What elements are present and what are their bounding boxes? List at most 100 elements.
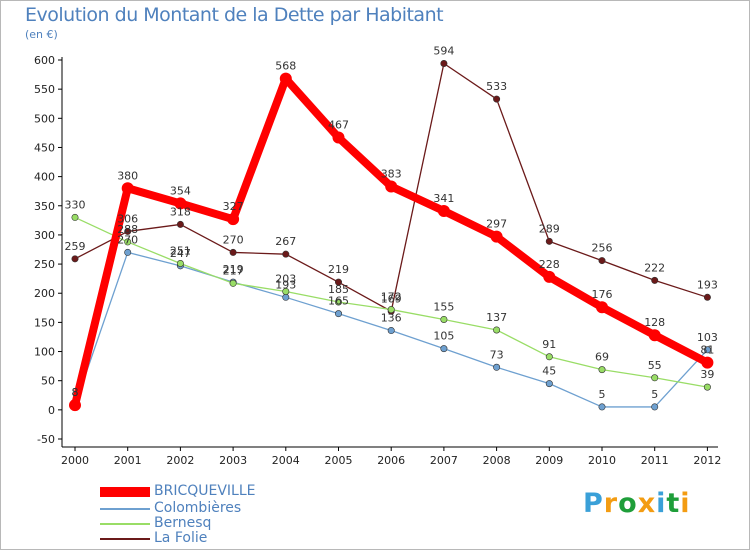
data-label-bernesq: 55 xyxy=(648,359,662,372)
data-point-la-folie xyxy=(177,221,183,227)
data-label-la-folie: 219 xyxy=(328,263,349,276)
data-point-bricqueville xyxy=(438,205,450,217)
data-label-bernesq: 251 xyxy=(170,244,191,257)
data-label-bricqueville: 8 xyxy=(72,386,79,399)
data-label-bricqueville: 81 xyxy=(700,344,714,357)
y-tick-label: 150 xyxy=(34,316,55,329)
data-label-colombieres: 45 xyxy=(542,365,556,378)
data-label-bricqueville: 341 xyxy=(433,192,454,205)
legend-swatch xyxy=(100,523,150,525)
data-label-bernesq: 203 xyxy=(275,272,296,285)
data-point-colombieres xyxy=(335,310,341,316)
data-point-bricqueville xyxy=(280,73,292,85)
legend-item-colombieres: Colombières xyxy=(100,501,241,516)
data-label-bernesq: 288 xyxy=(117,223,138,236)
data-point-colombieres xyxy=(283,294,289,300)
data-point-colombieres xyxy=(441,345,447,351)
y-tick-label: 600 xyxy=(34,54,55,67)
legend-swatch xyxy=(100,487,150,497)
data-point-bricqueville xyxy=(649,329,661,341)
series-line-bricqueville xyxy=(75,79,707,406)
data-point-colombieres xyxy=(125,249,131,255)
data-label-la-folie: 318 xyxy=(170,205,191,218)
logo-letter: r xyxy=(604,488,618,519)
x-tick-label: 2010 xyxy=(588,454,616,467)
data-label-bricqueville: 327 xyxy=(223,200,244,213)
data-point-colombieres xyxy=(652,404,658,410)
line-chart: -500501001502002503003504004505005506002… xyxy=(0,0,750,550)
data-label-colombieres: 136 xyxy=(381,312,402,325)
data-label-la-folie: 533 xyxy=(486,80,507,93)
data-point-bernesq xyxy=(72,214,78,220)
data-point-bernesq xyxy=(177,260,183,266)
data-label-la-folie: 193 xyxy=(697,278,718,291)
data-label-bricqueville: 380 xyxy=(117,169,138,182)
x-tick-label: 2006 xyxy=(377,454,405,467)
data-label-colombieres: 103 xyxy=(697,331,718,344)
data-label-bernesq: 91 xyxy=(542,338,556,351)
data-point-la-folie xyxy=(599,257,605,263)
data-label-bernesq: 155 xyxy=(433,300,454,313)
data-point-bricqueville xyxy=(543,271,555,283)
y-tick-label: 300 xyxy=(34,229,55,242)
legend-swatch xyxy=(100,508,150,510)
data-label-bricqueville: 354 xyxy=(170,184,191,197)
y-tick-label: -50 xyxy=(37,433,55,446)
data-point-bernesq xyxy=(704,384,710,390)
y-tick-label: 350 xyxy=(34,200,55,213)
x-tick-label: 2011 xyxy=(641,454,669,467)
logo-letter: i xyxy=(656,488,666,519)
data-label-la-folie: 289 xyxy=(539,222,560,235)
y-tick-label: 50 xyxy=(41,375,55,388)
data-label-bricqueville: 176 xyxy=(592,288,613,301)
data-point-bricqueville xyxy=(333,132,345,144)
data-point-bricqueville xyxy=(69,399,81,411)
data-point-la-folie xyxy=(441,60,447,66)
y-tick-label: 550 xyxy=(34,83,55,96)
data-point-la-folie xyxy=(230,249,236,255)
data-point-bricqueville xyxy=(227,213,239,225)
data-point-bernesq xyxy=(546,354,552,360)
data-point-bernesq xyxy=(441,316,447,322)
data-label-la-folie: 222 xyxy=(644,261,665,274)
data-point-colombieres xyxy=(546,380,552,386)
data-point-colombieres xyxy=(493,364,499,370)
data-label-colombieres: 5 xyxy=(599,388,606,401)
data-label-bricqueville: 297 xyxy=(486,218,507,231)
x-tick-label: 2005 xyxy=(325,454,353,467)
x-tick-label: 2004 xyxy=(272,454,300,467)
logo-letter: t xyxy=(666,488,680,519)
data-label-colombieres: 165 xyxy=(328,295,349,308)
data-point-la-folie xyxy=(546,238,552,244)
data-label-colombieres: 5 xyxy=(651,388,658,401)
data-point-bricqueville xyxy=(385,181,397,193)
data-point-la-folie xyxy=(72,256,78,262)
data-point-bernesq xyxy=(493,327,499,333)
data-label-bernesq: 172 xyxy=(381,291,402,304)
logo-letter: x xyxy=(638,488,656,519)
logo-letter: o xyxy=(618,488,638,519)
data-label-la-folie: 594 xyxy=(433,44,454,57)
x-tick-label: 2009 xyxy=(535,454,563,467)
logo-letter: i xyxy=(680,488,690,519)
data-point-bernesq xyxy=(599,366,605,372)
legend-label: BRICQUEVILLE xyxy=(154,484,256,499)
data-label-la-folie: 267 xyxy=(275,235,296,248)
x-tick-label: 2012 xyxy=(693,454,721,467)
legend-item-bernesq: Bernesq xyxy=(100,516,211,531)
y-tick-label: 200 xyxy=(34,287,55,300)
data-point-bricqueville xyxy=(491,231,503,243)
data-point-colombieres xyxy=(599,404,605,410)
data-label-bernesq: 69 xyxy=(595,351,609,364)
data-point-bernesq xyxy=(230,280,236,286)
x-tick-label: 2007 xyxy=(430,454,458,467)
data-point-bricqueville xyxy=(596,301,608,313)
data-point-la-folie xyxy=(283,251,289,257)
legend-item-la-folie: La Folie xyxy=(100,531,207,546)
logo-letter: P xyxy=(583,488,604,519)
y-tick-label: 450 xyxy=(34,141,55,154)
data-label-la-folie: 259 xyxy=(65,240,86,253)
data-point-la-folie xyxy=(652,277,658,283)
data-label-bricqueville: 128 xyxy=(644,316,665,329)
data-label-bricqueville: 228 xyxy=(539,258,560,271)
